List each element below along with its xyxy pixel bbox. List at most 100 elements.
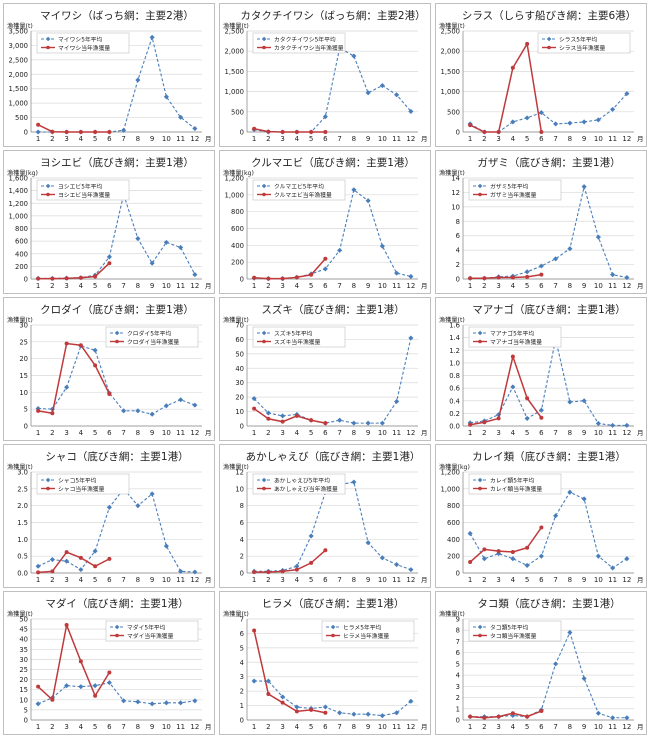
data-point — [192, 698, 198, 704]
data-point — [408, 273, 414, 280]
data-point — [510, 549, 515, 554]
x-tick-label: 8 — [568, 429, 572, 437]
y-tick-label: 10 — [19, 696, 28, 704]
data-point — [64, 550, 69, 555]
data-point — [64, 623, 69, 628]
y-tick-label: 40 — [235, 365, 244, 373]
series-line — [38, 192, 196, 279]
chart-svg: ヨシエビ（底びき網：主要1港）漁獲量(kg) 0 200 400 600 800 1,000… — [7, 156, 212, 290]
y-tick-label: 600 — [15, 238, 28, 246]
y-tick-label: 1,200 — [441, 469, 460, 477]
x-tick-label: 4 — [295, 576, 300, 584]
data-point — [163, 543, 169, 549]
chart-panel: カタクチイワシ（ばっち網：主要2港） 漁獲量(t) 0 500 1,000 1,500 2,… — [219, 3, 431, 147]
y-axis-label: 漁獲量(t) — [7, 316, 33, 324]
y-tick-label: 0.5 — [17, 553, 28, 561]
y-tick-label: 1.2 — [449, 347, 460, 355]
chart-panel: ヨシエビ（底びき網：主要1港） 漁獲量(kg) 0 200 400 600 800 1,000… — [3, 150, 215, 294]
y-axis-label: 漁獲量(t) — [223, 610, 249, 618]
x-tick-label: 5 — [309, 723, 313, 731]
y-tick-label: 15 — [19, 686, 28, 694]
y-tick-label: 0 — [456, 276, 460, 284]
x-tick-label: 9 — [582, 429, 586, 437]
data-point — [266, 129, 271, 134]
y-tick-label: 10 — [19, 389, 28, 397]
chart-panel: ヒラメ（底びき網：主要1港） 漁獲量(t) 0 1 2 3 4 5 6 7 1 2 3 4 5 6 7 8 9 10 1… — [219, 591, 431, 735]
data-point — [624, 275, 630, 281]
legend-box — [252, 473, 346, 495]
data-point — [408, 567, 414, 573]
data-point — [351, 479, 357, 485]
data-point — [468, 276, 473, 281]
data-point — [496, 549, 501, 554]
legend-label: クルマエビ5年平均 — [274, 182, 324, 190]
data-point — [192, 402, 198, 408]
data-point — [525, 714, 530, 719]
y-tick-label: 25 — [19, 338, 28, 346]
data-point — [121, 698, 127, 704]
data-point — [64, 341, 69, 346]
x-tick-label: 12 — [406, 723, 415, 731]
chart-title: クロダイ（底びき網：主要1港） — [40, 303, 194, 316]
x-tick-label: 3 — [496, 282, 500, 290]
x-tick-label: 7 — [121, 429, 125, 437]
data-point — [595, 234, 601, 240]
data-point — [567, 120, 573, 126]
x-tick-label: 11 — [176, 135, 185, 143]
x-tick-label: 12 — [622, 723, 631, 731]
legend-label: タコ類当年漁獲量 — [490, 632, 537, 640]
y-tick-label: 6 — [240, 519, 244, 527]
x-tick-label: 11 — [392, 282, 401, 290]
y-tick-label: 50 — [235, 350, 244, 358]
data-point — [553, 121, 559, 127]
chart-panel: シラス（しらす船びき網：主要6港） 漁獲量(t) 0 500 1,000 1,500 2,0… — [435, 3, 647, 147]
data-point — [35, 563, 41, 569]
y-axis-label: 漁獲量(t) — [7, 22, 33, 30]
data-point — [35, 701, 41, 707]
y-tick-label: 1,000 — [225, 88, 244, 96]
legend-label: ヒラメ当年漁獲量 — [343, 632, 389, 640]
legend-label: ガザミ5年平均 — [490, 182, 529, 190]
y-tick-label: 30 — [19, 322, 28, 330]
chart-title: タコ類（底びき網：主要1港） — [477, 597, 620, 610]
chart-panel: タコ類（底びき網：主要1港） 漁獲量(t) 0 1 2 3 4 5 6 7 8 9 1 2 3 4 5 6 7 8 9 1… — [435, 591, 647, 735]
y-tick-label: 800 — [447, 502, 460, 510]
data-point — [595, 710, 601, 716]
x-tick-label: 3 — [496, 723, 500, 731]
chart-title: マダイ（底びき網：主要1港） — [45, 597, 188, 610]
data-point — [93, 693, 98, 698]
data-point — [78, 567, 84, 573]
y-tick-label: 600 — [447, 519, 460, 527]
x-tick-label: 7 — [553, 282, 557, 290]
series-line — [469, 93, 628, 133]
data-point — [337, 710, 343, 716]
x-axis-unit: 月 — [205, 576, 212, 584]
legend-label: あかしゃえび当年漁獲量 — [274, 485, 338, 493]
y-tick-label: 8 — [456, 627, 460, 635]
data-point — [539, 415, 544, 420]
x-tick-label: 4 — [511, 576, 516, 584]
y-tick-label: 1,500 — [225, 68, 244, 76]
y-axis-label: 漁獲量(t) — [439, 22, 465, 30]
x-tick-label: 5 — [93, 135, 97, 143]
y-tick-label: 1,000 — [9, 100, 28, 108]
data-point — [93, 363, 98, 368]
y-tick-label: 0 — [240, 717, 244, 725]
x-tick-label: 12 — [190, 282, 199, 290]
series-line — [469, 491, 628, 569]
y-tick-label: 2 — [240, 553, 244, 561]
y-tick-label: 200 — [15, 263, 28, 271]
legend-box — [468, 326, 562, 348]
data-point — [408, 698, 414, 704]
data-point — [192, 125, 198, 132]
x-tick-label: 2 — [50, 723, 54, 731]
y-tick-label: 3 — [456, 683, 460, 691]
x-tick-label: 2 — [266, 723, 270, 731]
legend-label: クロダイ当年漁獲量 — [127, 338, 179, 346]
